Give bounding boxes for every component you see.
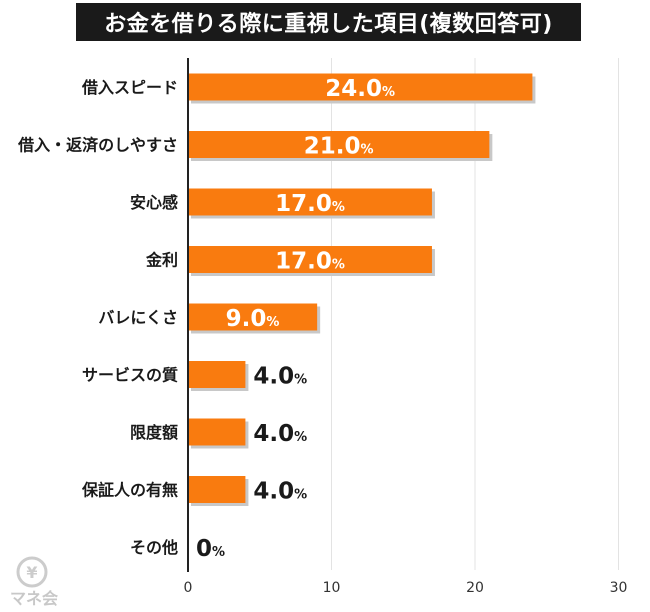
logo-text: マネ会: [10, 589, 58, 608]
bar: [188, 131, 490, 158]
x-tick-label: 10: [323, 580, 341, 596]
chart-title: お金を借りる際に重視した項目(複数回答可): [76, 3, 581, 41]
data-label: 17.0%: [275, 249, 345, 275]
category-label: 保証人の有無: [81, 481, 178, 500]
data-label: 4.0%: [253, 421, 307, 447]
bar: [188, 188, 432, 216]
bar: [188, 73, 533, 101]
data-label: 24.0%: [325, 76, 395, 102]
category-label: 借入・返済のしやすさ: [17, 136, 178, 155]
category-label: 金利: [145, 251, 178, 270]
category-label: バレにくさ: [98, 308, 178, 327]
data-label: 4.0%: [253, 364, 307, 390]
category-labels: 借入スピード借入・返済のしやすさ安心感金利バレにくさサービスの質限度額保証人の有…: [17, 78, 178, 557]
x-tick-label: 20: [466, 580, 484, 596]
bar: [188, 303, 318, 331]
data-label: 4.0%: [253, 479, 307, 505]
data-label: 21.0%: [304, 134, 374, 160]
value-labels: 24.0% 21.0% 17.0% 17.0% 9.0% 4.0% 4.0% 4.0% 0%: [196, 76, 395, 562]
data-label: 17.0%: [275, 191, 345, 217]
bar: [188, 246, 432, 273]
yen-coin-icon: ¥: [16, 556, 48, 588]
data-label: 0%: [196, 536, 225, 562]
svg-text:¥: ¥: [26, 563, 37, 582]
bar: [188, 476, 246, 503]
data-label: 9.0%: [226, 306, 280, 332]
category-label: 安心感: [130, 193, 178, 212]
category-label: その他: [130, 538, 178, 557]
bar: [188, 361, 246, 388]
category-label: 限度額: [130, 423, 178, 442]
category-label: サービスの質: [82, 366, 178, 385]
logo: ¥ マネ会: [6, 552, 62, 608]
bar: [188, 418, 246, 446]
category-label: 借入スピード: [81, 78, 178, 97]
x-tick-label: 30: [610, 580, 628, 596]
x-tick-label: 0: [184, 580, 193, 596]
x-axis: 0 10 20 30: [184, 58, 628, 596]
bars: [188, 73, 533, 503]
